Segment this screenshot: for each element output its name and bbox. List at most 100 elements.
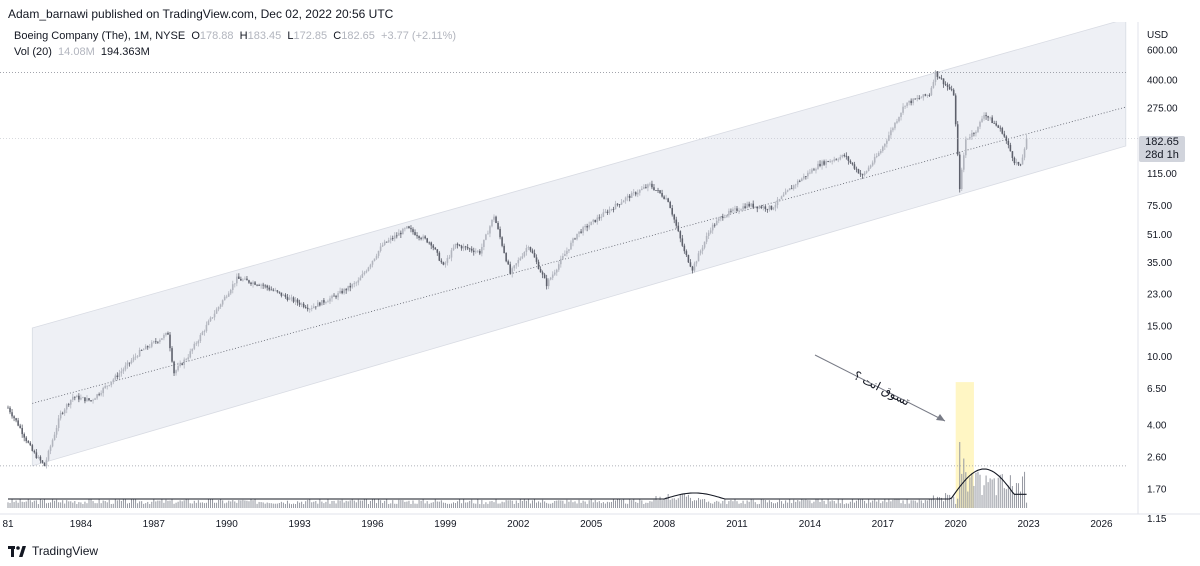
volume-bar — [432, 502, 434, 508]
volume-bar — [947, 494, 949, 508]
candle-body — [41, 460, 44, 463]
candle-body — [503, 245, 505, 253]
candle-body — [268, 287, 271, 290]
candle-body — [63, 409, 66, 414]
candle-body — [851, 162, 854, 165]
candle-body — [879, 150, 882, 154]
candle-body — [535, 257, 538, 262]
volume-bar — [367, 503, 369, 508]
candle-body — [430, 242, 433, 246]
candle-body — [288, 297, 291, 300]
x-tick-label: 2005 — [580, 519, 603, 528]
volume-bar — [191, 503, 193, 508]
x-tick-label: 2008 — [653, 519, 676, 528]
volume-bar — [849, 501, 851, 508]
candle-body — [440, 260, 443, 263]
volume-bar — [183, 500, 185, 508]
volume-bar — [841, 499, 843, 508]
candle-body — [865, 170, 868, 173]
volume-bar — [264, 503, 266, 508]
candle-body — [543, 274, 546, 279]
candle-body — [118, 373, 121, 378]
volume-bar — [396, 503, 398, 508]
price-chart[interactable]: USD 600.00 400.00 275.00 115.00 75.00 51.00 35.… — [0, 22, 1200, 528]
volume-bar — [730, 499, 732, 508]
candle-body — [991, 117, 993, 124]
candle-body — [126, 362, 129, 366]
volume-bar — [882, 501, 884, 508]
volume-bar — [554, 500, 556, 508]
candle-body — [728, 210, 730, 216]
x-tick-label: 2026 — [1090, 519, 1113, 528]
y-tick-label: 4.00 — [1147, 420, 1167, 431]
candle-body — [659, 190, 661, 194]
volume-bar — [173, 503, 175, 508]
volume-bar — [479, 504, 481, 508]
candle-body — [742, 206, 744, 210]
candle-body — [568, 249, 570, 251]
volume-bar — [627, 503, 629, 508]
volume-bar — [550, 503, 552, 508]
y-tick-label: 115.00 — [1147, 169, 1177, 180]
bar-countdown: 28d 1h — [1145, 149, 1179, 161]
volume-bar — [220, 499, 222, 508]
candle-body — [294, 299, 297, 302]
candle-body — [683, 245, 686, 252]
volume-bar — [728, 501, 730, 508]
candle-body — [537, 261, 540, 269]
candle-body — [266, 285, 268, 288]
volume-bar — [329, 503, 331, 508]
volume-bar — [720, 503, 722, 508]
volume-bar — [785, 500, 787, 508]
volume-bar — [43, 499, 45, 508]
volume-bar — [971, 473, 973, 508]
volume-bar — [230, 501, 232, 508]
candle-body — [246, 278, 248, 281]
volume-bar — [821, 499, 823, 508]
open-value: 178.88 — [199, 30, 234, 42]
volume-bar — [179, 500, 181, 508]
volume-bar — [888, 499, 890, 508]
candle-body — [896, 121, 898, 123]
volume-bar — [552, 502, 554, 508]
candle-body — [918, 98, 921, 99]
candle-body — [94, 398, 96, 400]
candle-body — [732, 209, 734, 212]
volume-bar — [740, 503, 742, 508]
volume-bar — [272, 503, 274, 508]
candle-body — [827, 161, 829, 162]
volume-bar — [481, 499, 483, 508]
volume-bar — [643, 503, 645, 508]
volume-bar — [574, 501, 576, 508]
volume-bar — [74, 501, 76, 508]
candle-body — [950, 89, 953, 91]
volume-bar — [631, 500, 633, 508]
volume-bar — [706, 502, 708, 508]
volume-bar — [145, 503, 147, 508]
volume-bar — [226, 502, 228, 508]
volume-bar — [868, 499, 870, 508]
volume-bar — [147, 501, 149, 508]
candle-body — [527, 247, 530, 249]
candle-body — [786, 190, 789, 192]
candle-body — [234, 283, 236, 285]
volume-bar — [291, 504, 292, 508]
candle-body — [570, 242, 572, 250]
volume-bar — [41, 500, 43, 508]
candle-body — [155, 341, 157, 343]
candle-body — [177, 366, 179, 371]
volume-bar — [27, 498, 29, 508]
volume-bar — [999, 474, 1001, 508]
volume-bar — [357, 499, 359, 508]
candle-body — [428, 242, 430, 244]
volume-bar — [430, 502, 432, 508]
candle-body — [999, 127, 1002, 129]
volume-bar — [293, 503, 295, 508]
candle-body — [977, 126, 979, 132]
volume-bar — [374, 499, 376, 508]
candle-body — [329, 298, 331, 302]
volume-bar — [408, 500, 410, 508]
candle-body — [649, 183, 651, 185]
volume-bar — [517, 503, 519, 508]
volume-bar — [604, 503, 606, 508]
